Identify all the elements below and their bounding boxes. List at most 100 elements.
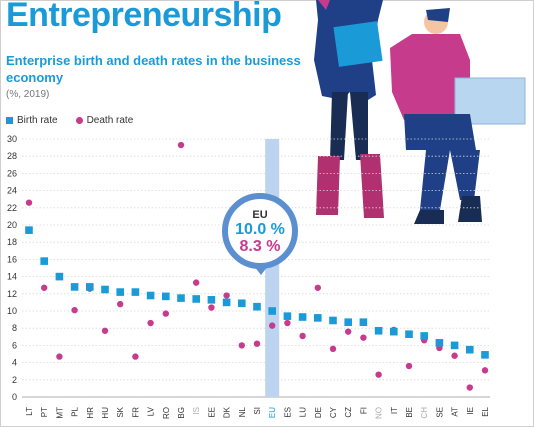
birth-rate-point	[177, 294, 185, 302]
death-legend-marker	[75, 117, 83, 124]
birth-rate-point	[420, 332, 428, 340]
birth-rate-point	[238, 299, 246, 308]
death-rate-point	[481, 367, 489, 374]
death-rate-point	[56, 353, 63, 360]
birth-rate-point	[314, 314, 322, 322]
x-tick-label: BG	[177, 407, 186, 419]
x-tick-label: FR	[131, 407, 140, 418]
x-tick-label: MT	[55, 407, 64, 419]
x-tick-label: BE	[405, 407, 414, 418]
birth-rate-point	[481, 351, 489, 359]
death-rate-point	[466, 384, 473, 391]
y-tick-label: 28	[7, 151, 17, 161]
x-tick-label: IE	[466, 407, 475, 415]
y-tick-label: 12	[7, 289, 17, 299]
death-rate-point	[360, 334, 367, 341]
y-tick-label: 20	[7, 220, 17, 230]
chart-unit: (%, 2019)	[6, 89, 50, 100]
x-tick-label: IS	[192, 407, 201, 415]
death-rate-point	[101, 327, 109, 334]
eu-death-rate-value: 8.3 %	[239, 238, 281, 255]
birth-rate-point	[192, 295, 200, 303]
x-tick-label: SK	[116, 406, 125, 417]
birth-rate-point	[131, 288, 140, 296]
birth-rate-point	[40, 257, 48, 265]
death-rate-point	[177, 141, 185, 149]
page-title: Entrepreneurship	[6, 0, 282, 34]
x-tick-label: EU	[268, 407, 277, 418]
death-rate-point	[41, 284, 48, 291]
death-rate-point	[132, 353, 139, 360]
birth-rate-point	[435, 339, 444, 347]
birth-rate-point	[101, 285, 109, 294]
birth-rate-point	[466, 345, 474, 354]
y-tick-label: 30	[7, 134, 17, 144]
y-tick-label: 8	[12, 323, 17, 333]
x-tick-label: SI	[253, 407, 262, 415]
death-rate-point	[269, 322, 276, 329]
birth-rate-point	[344, 318, 352, 326]
x-tick-label: RO	[162, 407, 171, 419]
birth-rate-point	[253, 302, 261, 311]
eu-birth-rate-value: 10.0 %	[235, 221, 285, 238]
birth-rate-point	[374, 326, 383, 335]
eu-callout-pointer	[254, 266, 268, 275]
death-rate-point	[451, 352, 458, 359]
death-legend-label: Death rate	[86, 115, 134, 126]
death-rate-point	[329, 345, 337, 353]
birth-legend-label: Birth rate	[17, 115, 58, 126]
x-tick-label: IT	[390, 407, 399, 414]
birth-rate-point	[86, 283, 94, 291]
x-tick-label: PL	[71, 406, 80, 416]
x-tick-label: HR	[86, 407, 95, 419]
x-tick-label: CZ	[344, 407, 353, 418]
birth-rate-point	[268, 307, 276, 315]
death-rate-point	[253, 340, 261, 347]
death-rate-point	[117, 300, 124, 308]
death-rate-point	[375, 371, 382, 378]
death-rate-point	[25, 199, 33, 206]
chart-subtitle: Enterprise birth and death rates in the …	[6, 53, 301, 85]
y-tick-label: 2	[12, 375, 17, 385]
death-rate-point	[299, 332, 306, 340]
death-rate-point	[162, 310, 169, 317]
x-tick-label: FI	[359, 407, 368, 414]
birth-rate-point	[207, 296, 216, 304]
x-tick-label: AT	[451, 407, 460, 417]
illustration-entrepreneurs	[314, 0, 526, 224]
x-tick-label: LV	[147, 406, 156, 416]
x-tick-label: LT	[25, 407, 34, 416]
y-tick-label: 26	[7, 168, 17, 178]
birth-rate-point	[146, 291, 155, 300]
x-tick-label: EE	[207, 407, 216, 418]
birth-legend-marker	[6, 117, 13, 124]
birth-rate-point	[390, 327, 398, 336]
x-tick-label: PT	[40, 407, 49, 417]
death-rate-point	[238, 342, 245, 349]
y-tick-label: 4	[12, 358, 17, 368]
birth-rate-point	[25, 226, 33, 234]
y-tick-label: 10	[7, 306, 17, 316]
x-tick-label: DK	[223, 406, 232, 418]
x-tick-label: HU	[101, 407, 110, 419]
y-tick-label: 18	[7, 237, 17, 247]
death-rate-point	[284, 319, 291, 327]
y-tick-label: 22	[7, 203, 17, 213]
birth-rate-point	[329, 316, 337, 325]
x-tick-label: DE	[314, 407, 323, 418]
y-tick-label: 16	[7, 254, 17, 264]
birth-rate-point	[405, 330, 413, 339]
birth-rate-point	[222, 298, 231, 307]
birth-rate-point	[450, 341, 459, 350]
x-tick-label: LU	[299, 407, 308, 417]
death-rate-point	[71, 306, 78, 314]
birth-rate-point	[162, 292, 170, 301]
birth-rate-point	[55, 272, 64, 281]
death-rate-point	[345, 328, 352, 335]
death-rate-point	[314, 284, 321, 291]
x-tick-label: NL	[238, 406, 247, 417]
x-tick-label: NO	[375, 407, 384, 419]
x-tick-label: EL	[481, 406, 490, 416]
y-tick-label: 24	[7, 186, 17, 196]
